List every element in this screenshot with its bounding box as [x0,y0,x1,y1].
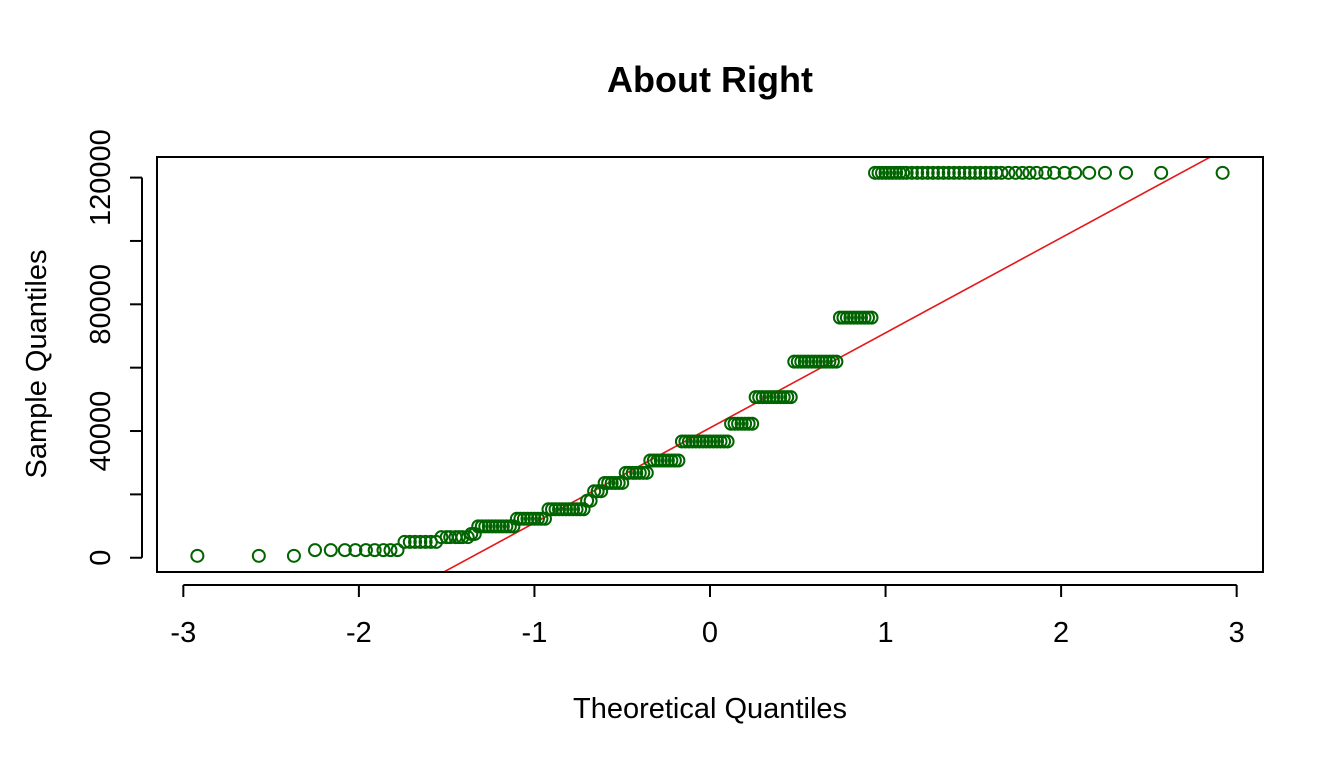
data-point [994,165,1009,180]
data-point [1119,165,1134,180]
data-point [358,543,373,558]
x-axis: -3 -2 -1 0 1 2 3 [170,584,1245,649]
data-point [251,548,266,563]
data-point [348,543,363,558]
data-point [745,416,760,431]
data-point [925,165,940,180]
reference-line-layer [442,157,1213,572]
data-point [968,165,983,180]
data-point [829,354,844,369]
data-point [973,165,988,180]
data-point [1001,165,1016,180]
y-tick-label: 0 [85,550,117,566]
data-point [1068,165,1083,180]
data-point [671,453,686,468]
x-tick-label: -2 [346,617,372,649]
data-point [323,543,338,558]
y-axis-label: Sample Quantiles [21,250,53,479]
x-tick-label: 1 [877,617,893,649]
data-point [915,165,930,180]
data-point [455,530,470,545]
data-point [904,165,919,180]
data-point [952,165,967,180]
x-tick-label: -1 [522,617,548,649]
data-point [1015,165,1030,180]
data-point [413,534,428,549]
data-point [1057,165,1072,180]
data-point [402,534,417,549]
data-point [1215,165,1230,180]
data-point [1098,165,1112,180]
data-point [460,530,475,545]
data-point [367,543,382,558]
data-point [337,543,352,558]
data-point [434,530,449,545]
data-point [286,548,301,563]
x-tick-label: 0 [702,617,718,649]
x-tick-label: -3 [170,617,196,649]
data-point [308,543,322,558]
data-point [936,165,951,180]
data-point [931,165,946,180]
points-layer [190,165,1230,563]
data-point [190,548,205,563]
data-point [583,493,598,508]
reference-line [442,157,1213,572]
data-point [1038,165,1053,180]
y-tick-label: 40000 [85,391,117,472]
data-point [639,465,654,480]
data-point [397,534,412,549]
data-point [1029,165,1044,180]
data-point [537,511,552,526]
plot-frame [156,156,1264,573]
data-point [1047,165,1062,180]
data-point [1022,165,1037,180]
data-point [941,165,956,180]
chart-title: About Right [607,59,813,100]
data-point [506,519,521,534]
data-point [947,165,962,180]
data-point [920,165,935,180]
data-point [594,484,609,499]
data-point [910,165,925,180]
x-tick-label: 3 [1229,617,1245,649]
data-point [408,534,423,549]
data-point [1082,165,1097,180]
data-point [376,543,391,558]
x-axis-label: Theoretical Quantiles [573,693,847,725]
x-tick-label: 2 [1053,617,1069,649]
data-point [1154,165,1169,180]
data-point [576,502,591,517]
data-point [978,165,993,180]
data-point [720,434,735,449]
data-point [957,165,972,180]
data-point [783,390,798,405]
data-point [864,310,879,325]
data-point [899,165,914,180]
y-tick-label: 80000 [85,264,117,345]
data-point [1008,165,1023,180]
y-axis: 0 40000 80000 120000 [85,129,143,566]
y-tick-label: 120000 [85,129,117,226]
data-point [962,165,977,180]
data-point [418,534,433,549]
data-point [390,543,405,558]
data-point [983,165,998,180]
data-point [383,543,398,558]
data-point [467,526,482,541]
